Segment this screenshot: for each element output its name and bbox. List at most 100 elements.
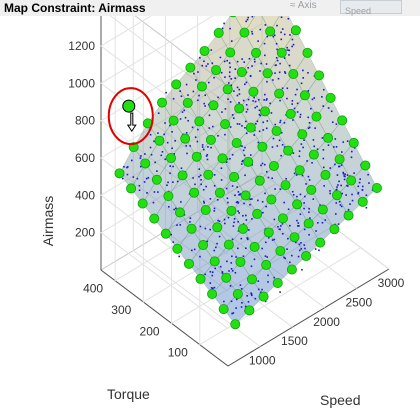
breakpoint-marker[interactable] — [259, 106, 270, 117]
breakpoint-marker[interactable] — [200, 204, 211, 215]
breakpoint-marker[interactable] — [225, 47, 236, 58]
breakpoint-marker[interactable] — [234, 103, 245, 114]
breakpoint-marker[interactable] — [258, 291, 269, 302]
breakpoint-marker[interactable] — [236, 67, 247, 78]
breakpoint-marker[interactable] — [360, 160, 371, 171]
breakpoint-marker[interactable] — [177, 170, 188, 181]
breakpoint-marker[interactable] — [315, 237, 326, 248]
breakpoint-marker[interactable] — [166, 153, 177, 164]
breakpoint-marker[interactable] — [306, 184, 317, 195]
breakpoint-marker[interactable] — [280, 180, 291, 191]
breakpoint-marker[interactable] — [254, 175, 265, 186]
breakpoint-marker[interactable] — [348, 137, 359, 148]
breakpoint-markers[interactable] — [114, 16, 382, 330]
breakpoint-marker[interactable] — [329, 224, 340, 235]
breakpoint-marker[interactable] — [183, 258, 194, 269]
breakpoint-marker[interactable] — [194, 116, 205, 127]
breakpoint-marker[interactable] — [160, 228, 171, 239]
breakpoint-marker[interactable] — [191, 151, 202, 162]
breakpoint-marker[interactable] — [261, 259, 272, 270]
airmass-3d-plot[interactable]: 2004006008001000120014001002003004001000… — [0, 16, 420, 410]
breakpoint-marker[interactable] — [257, 141, 268, 152]
breakpoint-marker[interactable] — [301, 251, 312, 262]
breakpoint-marker[interactable] — [317, 204, 328, 215]
breakpoint-marker[interactable] — [180, 133, 191, 144]
breakpoint-marker[interactable] — [214, 187, 225, 198]
breakpoint-marker[interactable] — [297, 129, 308, 140]
breakpoint-marker[interactable] — [213, 27, 224, 38]
breakpoint-marker[interactable] — [140, 158, 151, 169]
breakpoint-marker[interactable] — [346, 175, 357, 186]
breakpoint-marker[interactable] — [314, 70, 325, 81]
breakpoint-marker[interactable] — [272, 277, 283, 288]
selected-point-group[interactable] — [107, 87, 154, 146]
breakpoint-marker[interactable] — [343, 210, 354, 221]
breakpoint-marker[interactable] — [271, 126, 282, 137]
breakpoint-marker[interactable] — [189, 187, 200, 198]
breakpoint-marker[interactable] — [228, 16, 237, 18]
breakpoint-marker[interactable] — [285, 108, 296, 119]
breakpoint-marker[interactable] — [209, 256, 220, 267]
breakpoint-marker[interactable] — [217, 153, 228, 164]
breakpoint-marker[interactable] — [220, 119, 231, 130]
breakpoint-marker[interactable] — [277, 213, 288, 224]
breakpoint-marker[interactable] — [244, 305, 255, 316]
breakpoint-marker[interactable] — [283, 145, 294, 156]
breakpoint-marker[interactable] — [311, 111, 322, 122]
breakpoint-marker[interactable] — [207, 289, 218, 300]
breakpoint-marker[interactable] — [235, 256, 246, 267]
breakpoint-marker[interactable] — [274, 88, 285, 99]
breakpoint-marker[interactable] — [289, 232, 300, 243]
axis-select-faded[interactable]: Speed — [340, 0, 402, 16]
selected-breakpoint[interactable] — [122, 99, 136, 113]
breakpoint-marker[interactable] — [230, 319, 241, 330]
breakpoint-marker[interactable] — [247, 274, 258, 285]
breakpoint-marker[interactable] — [292, 199, 303, 210]
breakpoint-marker[interactable] — [245, 122, 256, 133]
breakpoint-marker[interactable] — [337, 115, 348, 126]
breakpoint-marker[interactable] — [198, 240, 209, 251]
breakpoint-marker[interactable] — [262, 68, 273, 79]
breakpoint-marker[interactable] — [126, 183, 137, 194]
breakpoint-marker[interactable] — [286, 264, 297, 275]
breakpoint-marker[interactable] — [212, 222, 223, 233]
breakpoint-marker[interactable] — [211, 65, 222, 76]
breakpoint-marker[interactable] — [275, 245, 286, 256]
breakpoint-marker[interactable] — [199, 45, 210, 56]
breakpoint-marker[interactable] — [172, 243, 183, 254]
breakpoint-marker[interactable] — [308, 149, 319, 160]
breakpoint-marker[interactable] — [238, 223, 249, 234]
breakpoint-marker[interactable] — [208, 100, 219, 111]
breakpoint-marker[interactable] — [205, 134, 216, 145]
breakpoint-marker[interactable] — [137, 198, 148, 209]
breakpoint-marker[interactable] — [268, 160, 279, 171]
breakpoint-marker[interactable] — [174, 207, 185, 218]
breakpoint-marker[interactable] — [320, 169, 331, 180]
breakpoint-marker[interactable] — [252, 208, 263, 219]
breakpoint-marker[interactable] — [154, 135, 165, 146]
breakpoint-marker[interactable] — [248, 86, 259, 97]
breakpoint-marker[interactable] — [288, 68, 299, 79]
breakpoint-marker[interactable] — [266, 194, 277, 205]
breakpoint-marker[interactable] — [171, 79, 182, 90]
breakpoint-marker[interactable] — [299, 90, 310, 101]
breakpoint-marker[interactable] — [290, 25, 301, 36]
breakpoint-marker[interactable] — [239, 27, 250, 38]
breakpoint-marker[interactable] — [323, 132, 334, 143]
breakpoint-marker[interactable] — [186, 223, 197, 234]
breakpoint-marker[interactable] — [265, 26, 276, 37]
breakpoint-marker[interactable] — [226, 205, 237, 216]
breakpoint-marker[interactable] — [151, 174, 162, 185]
breakpoint-marker[interactable] — [157, 97, 168, 108]
breakpoint-marker[interactable] — [196, 81, 207, 92]
breakpoint-marker[interactable] — [357, 196, 368, 207]
breakpoint-marker[interactable] — [195, 273, 206, 284]
breakpoint-marker[interactable] — [243, 156, 254, 167]
breakpoint-marker[interactable] — [114, 168, 125, 179]
breakpoint-marker[interactable] — [203, 169, 214, 180]
breakpoint-marker[interactable] — [185, 62, 196, 73]
breakpoint-marker[interactable] — [332, 190, 343, 201]
breakpoint-marker[interactable] — [371, 182, 382, 193]
breakpoint-marker[interactable] — [232, 289, 243, 300]
breakpoint-marker[interactable] — [294, 165, 305, 176]
